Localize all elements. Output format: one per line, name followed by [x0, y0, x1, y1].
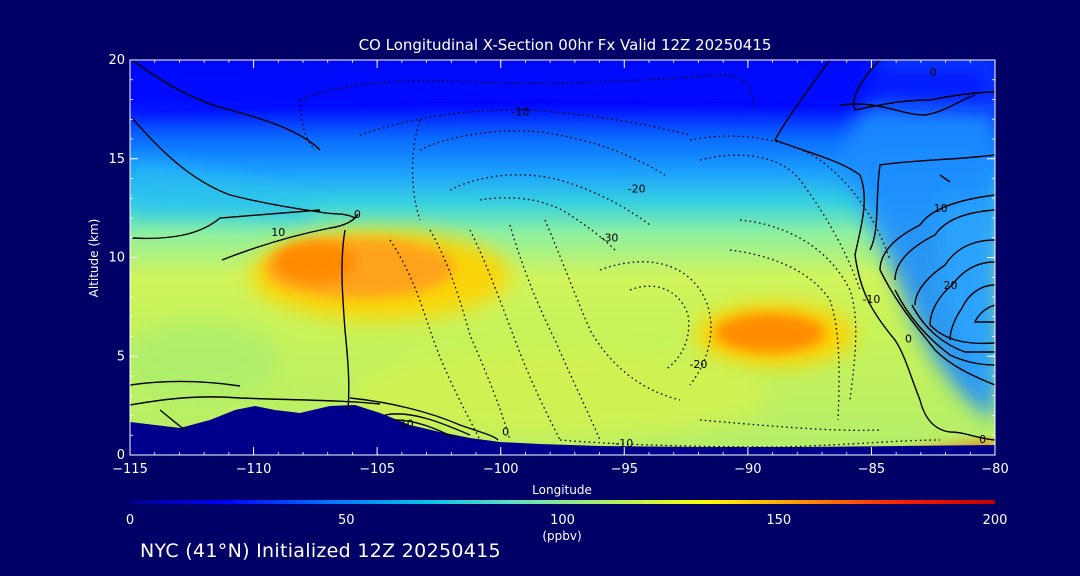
y-tick-label: 10: [108, 251, 125, 266]
colorbar-ticks: 0 50 100 150 200: [126, 513, 1008, 528]
contour-line: [839, 94, 976, 116]
terrain-mask: [130, 405, 995, 455]
contour-labels: 10 0 -10 -20 -30 -20 -10 -10 0 10 0 10 20 0 0: [271, 66, 986, 450]
x-tick-label: −105: [359, 462, 395, 477]
contour-value-label: 0: [930, 66, 937, 79]
contour-line: [130, 396, 381, 406]
x-tick-label: −80: [981, 462, 1008, 477]
contour-line: [359, 109, 691, 136]
contour-line: [411, 119, 421, 221]
x-tick-label: −110: [236, 462, 272, 477]
co-max-east: [715, 313, 825, 353]
contour-line: [131, 60, 321, 151]
contour-line: [394, 419, 456, 439]
colorbar-tick-label: 0: [126, 513, 134, 528]
contour-value-label: -10: [862, 293, 880, 306]
contour-line: [869, 154, 995, 251]
co-field: 10 0 -10 -20 -30 -20 -10 -10 0 10 0 10 20 0 0: [130, 60, 995, 455]
contour-line: [449, 174, 651, 226]
contour-value-label: -20: [689, 358, 707, 371]
colorbar-tick-label: 100: [550, 513, 575, 528]
contour-line: [419, 130, 666, 176]
contour-line: [130, 380, 241, 387]
contour-line: [559, 439, 941, 448]
contour-line: [389, 239, 481, 441]
x-axis-label: Longitude: [532, 483, 592, 497]
contour-line: [973, 304, 995, 323]
colorbar-tick-label: 150: [766, 513, 791, 528]
contour-line: [929, 261, 995, 326]
x-tick-label: −100: [483, 462, 519, 477]
contour-line: [221, 213, 359, 261]
contour-value-label: 10: [271, 226, 285, 239]
chart-title: CO Longitudinal X-Section 00hr Fx Valid …: [359, 36, 772, 54]
contour-line: [341, 229, 350, 411]
y-axis: 0 5 10 15 20: [108, 53, 995, 463]
contour-value-label: 0: [979, 433, 986, 446]
colorbar-unit-label: (ppbv): [542, 529, 581, 543]
x-tick-label: −90: [734, 462, 761, 477]
lower-green-west: [130, 320, 280, 400]
contour-line: [879, 269, 995, 386]
contour-line: [469, 229, 561, 441]
contour-line: [911, 304, 995, 353]
contour-line: [159, 409, 186, 431]
x-tick-label: −85: [858, 462, 885, 477]
contour-value-label: 0: [905, 332, 912, 345]
contour-line: [894, 289, 995, 366]
contour-value-label: 10: [934, 202, 948, 215]
upper-blue-band: [130, 60, 995, 110]
co-max-west-core: [275, 242, 355, 282]
contour-line: [894, 209, 995, 281]
x-tick-label: −95: [611, 462, 638, 477]
contour-value-label: -20: [628, 182, 646, 195]
contour-line: [914, 239, 995, 306]
dotted-contours: [299, 74, 941, 448]
contour-line: [853, 60, 995, 111]
contour-value-label: -10: [512, 105, 530, 118]
x-axis: −115 −110 −105 −100 −95 −90 −85 −80: [112, 60, 1009, 477]
contour-line: [939, 174, 951, 183]
footer-initialized-caption: NYC (41°N) Initialized 12Z 20250415: [140, 540, 501, 562]
contour-line: [689, 135, 891, 261]
contour-line: [479, 197, 616, 251]
contour-value-label: -30: [600, 232, 618, 245]
contour-line: [349, 397, 499, 441]
contour-line: [699, 154, 861, 291]
lower-yellow-zone: [350, 350, 770, 440]
contour-value-label: -10: [615, 437, 633, 450]
contour-value-label: 20: [944, 279, 958, 292]
colorbar: [130, 500, 995, 504]
solid-contours: [130, 60, 995, 441]
contour-value-label: 0: [502, 425, 509, 438]
y-tick-label: 0: [117, 448, 125, 463]
contour-line: [384, 413, 471, 436]
contour-line: [774, 60, 995, 441]
colorbar-tick-label: 50: [338, 513, 355, 528]
contour-line: [929, 324, 995, 345]
y-tick-label: 15: [108, 152, 125, 167]
contour-line: [131, 117, 356, 219]
x-tick-label: −115: [112, 462, 148, 477]
y-tick-label: 5: [117, 349, 125, 364]
y-axis-label: Altitude (km): [87, 219, 101, 298]
colorbar-tick-label: 200: [983, 513, 1008, 528]
y-tick-label: 20: [108, 53, 125, 68]
contour-line: [131, 209, 321, 240]
contour-line: [299, 74, 754, 111]
contour-line: [879, 194, 995, 271]
contour-value-label: 0: [354, 208, 361, 221]
contour-value-label: 10: [400, 417, 414, 430]
contour-line: [949, 284, 995, 341]
contour-line: [509, 224, 601, 441]
contour-line: [299, 99, 316, 151]
